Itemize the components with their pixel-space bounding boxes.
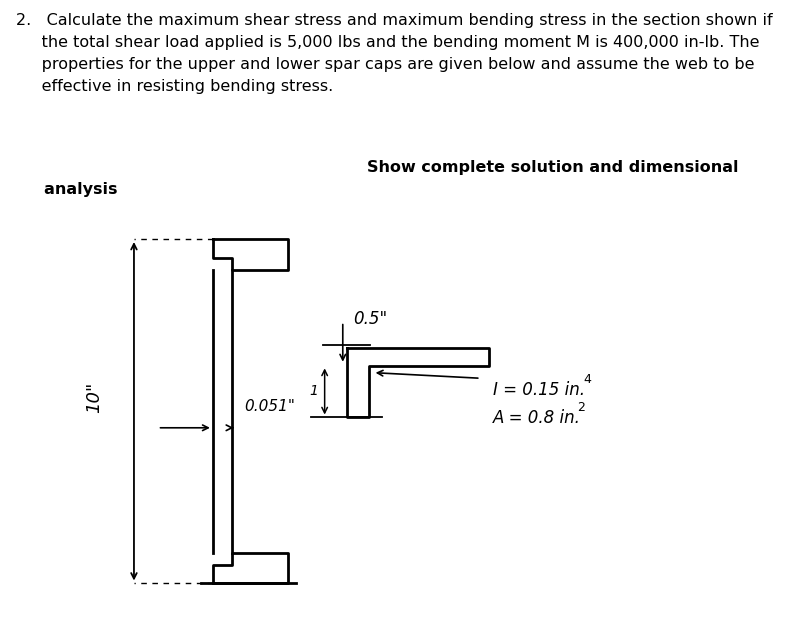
Text: the total shear load applied is 5,000 lbs and the bending moment M is 400,000 in: the total shear load applied is 5,000 lb… (16, 13, 760, 50)
Text: 1: 1 (310, 385, 318, 399)
Text: 10": 10" (86, 381, 103, 413)
Text: A = 0.8 in.: A = 0.8 in. (492, 410, 581, 428)
Text: properties for the upper and lower spar caps are given below and assume the web : properties for the upper and lower spar … (16, 13, 754, 72)
Text: 2.   Calculate the maximum shear stress and maximum bending stress in the sectio: 2. Calculate the maximum shear stress an… (16, 13, 772, 28)
Text: I = 0.15 in.: I = 0.15 in. (492, 381, 585, 399)
Text: Show complete solution and dimensional: Show complete solution and dimensional (367, 159, 738, 175)
Text: effective in resisting bending stress.: effective in resisting bending stress. (16, 13, 338, 93)
Text: 0.051": 0.051" (244, 399, 296, 413)
Text: 0.5": 0.5" (353, 310, 387, 328)
Text: 4: 4 (583, 373, 591, 386)
Text: 2: 2 (578, 401, 585, 415)
Text: analysis: analysis (16, 159, 117, 196)
